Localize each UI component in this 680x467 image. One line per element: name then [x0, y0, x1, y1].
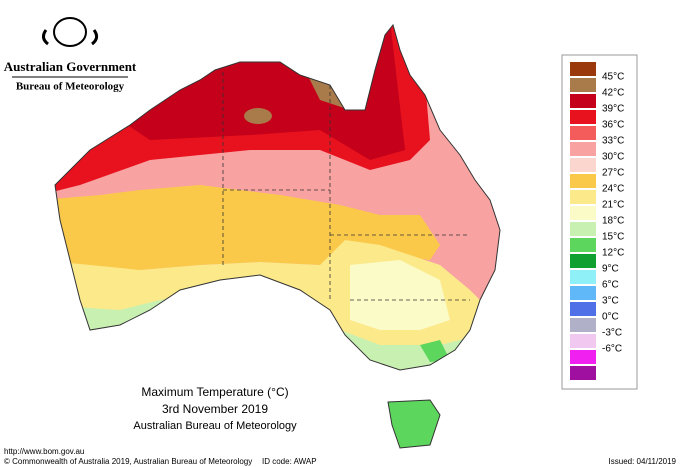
- copyright: © Commonwealth of Australia 2019, Austra…: [4, 457, 252, 466]
- legend-label: 30°C: [602, 152, 624, 163]
- legend-label: -3°C: [602, 328, 622, 339]
- legend-swatch: [570, 270, 596, 284]
- legend-swatch: [570, 238, 596, 252]
- title: Maximum Temperature (°C): [141, 385, 288, 399]
- id-code: ID code: AWAP: [262, 457, 317, 466]
- legend-swatch: [570, 206, 596, 220]
- legend-swatch: [570, 334, 596, 348]
- legend-swatch: [570, 302, 596, 316]
- legend-label: 45°C: [602, 72, 624, 83]
- legend-swatch: [570, 222, 596, 236]
- legend-label: -6°C: [602, 344, 622, 355]
- legend-label: 15°C: [602, 232, 624, 243]
- subtitle: 3rd November 2019: [162, 402, 268, 416]
- legend-swatch: [570, 254, 596, 268]
- legend-label: 39°C: [602, 104, 624, 115]
- legend-swatch: [570, 158, 596, 172]
- legend-swatch: [570, 350, 596, 364]
- crest: [41, 17, 99, 47]
- legend-label: 3°C: [602, 296, 619, 307]
- legend-label: 0°C: [602, 312, 619, 323]
- source: Australian Bureau of Meteorology: [133, 420, 297, 432]
- legend-swatch: [570, 174, 596, 188]
- bureau: Bureau of Meteorology: [16, 81, 125, 93]
- legend-label: 21°C: [602, 200, 624, 211]
- legend-label: 18°C: [602, 216, 624, 227]
- tasmania: [387, 399, 441, 449]
- legend-label: 36°C: [602, 120, 624, 131]
- legend-label: 33°C: [602, 136, 624, 147]
- legend-swatch: [570, 142, 596, 156]
- legend-swatch: [570, 110, 596, 124]
- legend-label: 24°C: [602, 184, 624, 195]
- legend-swatch: [570, 190, 596, 204]
- legend-swatch: [570, 62, 596, 76]
- legend-swatch: [570, 78, 596, 92]
- url: http://www.bom.gov.au: [4, 447, 84, 456]
- legend-swatch: [570, 366, 596, 380]
- legend-label: 9°C: [602, 264, 619, 275]
- government: Australian Government: [4, 59, 137, 74]
- legend-swatch: [570, 286, 596, 300]
- coastline: [54, 23, 501, 371]
- legend-swatch: [570, 126, 596, 140]
- legend-swatch: [570, 318, 596, 332]
- legend: 45°C 42°C 39°C 36°C 33°C 30°C 27°C 24°C 21°C 18°C…: [561, 54, 638, 390]
- legend-label: 12°C: [602, 248, 624, 259]
- legend-label: 6°C: [602, 280, 619, 291]
- issued: Issued: 04/11/2019: [609, 457, 677, 466]
- legend-swatch: [570, 94, 596, 108]
- state-borders: [222, 72, 470, 301]
- legend-label: 42°C: [602, 88, 624, 99]
- legend-label: 27°C: [602, 168, 624, 179]
